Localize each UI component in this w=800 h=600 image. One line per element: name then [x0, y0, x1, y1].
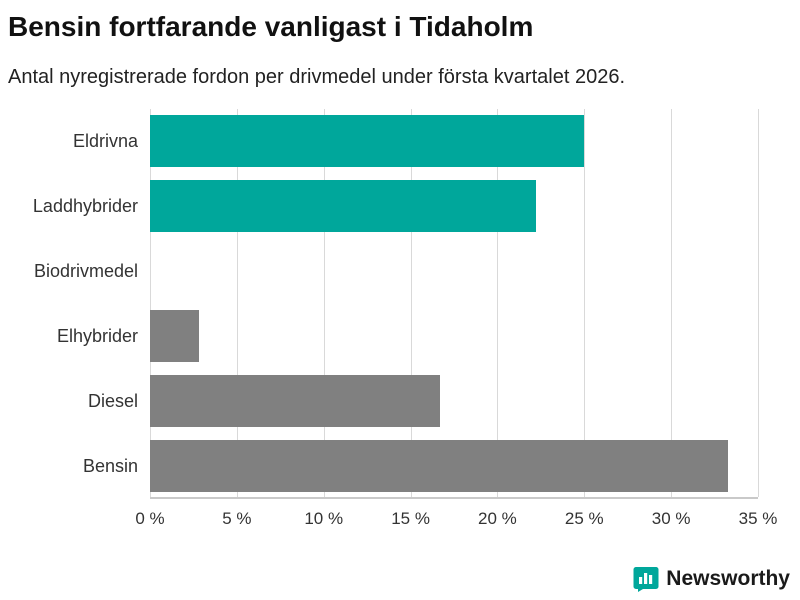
- bar-row-diesel: [150, 369, 758, 434]
- category-labels: Eldrivna Laddhybrider Biodrivmedel Elhybrid…: [8, 109, 150, 533]
- bar-laddhybrider: [150, 180, 536, 233]
- x-tick-label-25: 25 %: [564, 508, 604, 528]
- gridline-0: [150, 108, 151, 497]
- bar-row-biodrivmedel: [150, 239, 758, 304]
- bar-elhybrider: [150, 310, 199, 363]
- gridline-10: [323, 108, 325, 497]
- brand-name: Newsworthy: [666, 567, 790, 590]
- category-label-eldrivna: Eldrivna: [72, 130, 138, 151]
- bar-diesel: [150, 375, 441, 428]
- x-tick-label-0: 0 %: [135, 508, 165, 528]
- category-label-bensin: Bensin: [82, 455, 138, 476]
- x-tick-label-35: 35 %: [738, 508, 778, 528]
- bar-eldrivna: [150, 115, 585, 168]
- gridline-20: [497, 108, 499, 497]
- bar-row-elhybrider: [150, 304, 758, 369]
- bar-bensin: [150, 440, 729, 493]
- bar-row-laddhybrider: [150, 174, 758, 239]
- x-tick-label-10: 10 %: [304, 508, 344, 528]
- x-tick-label-20: 20 %: [478, 508, 517, 528]
- gridline-25: [584, 108, 586, 497]
- chart-title: Bensin fortfarande vanligast i Tidaholm: [8, 11, 534, 42]
- gridline-15: [410, 108, 412, 497]
- x-axis: 0 % 5 % 10 % 15 % 20 % 25 % 30 % 35 %: [135, 499, 777, 533]
- gridline-35: [758, 108, 759, 497]
- newsworthy-logo-icon: [633, 567, 659, 592]
- chart-header: Bensin fortfarande vanligast i Tidaholm …: [0, 0, 800, 89]
- x-tick-label-15: 15 %: [391, 508, 430, 528]
- bar-rows: [150, 109, 758, 499]
- category-label-laddhybrider: Laddhybrider: [32, 195, 138, 216]
- bar-row-bensin: [150, 434, 758, 499]
- bar-row-eldrivna: [150, 109, 758, 174]
- chart-subtitle: Antal nyregistrerade fordon per drivmede…: [8, 65, 626, 88]
- brand-footer: Newsworthy: [633, 566, 790, 592]
- plot-area-wrap: 0 % 5 % 10 % 15 % 20 % 25 % 30 % 35 %: [135, 108, 777, 533]
- category-label-elhybrider: Elhybrider: [56, 325, 138, 346]
- x-tick-label-5: 5 %: [222, 508, 252, 528]
- gridline-30: [671, 108, 673, 497]
- plot-area: [150, 108, 759, 499]
- category-label-diesel: Diesel: [87, 390, 138, 411]
- category-label-biodrivmedel: Biodrivmedel: [33, 260, 138, 281]
- bar-chart: Eldrivna Laddhybrider Biodrivmedel Elhybrid…: [0, 108, 800, 533]
- x-tick-label-30: 30 %: [651, 508, 691, 528]
- gridline-5: [236, 108, 238, 497]
